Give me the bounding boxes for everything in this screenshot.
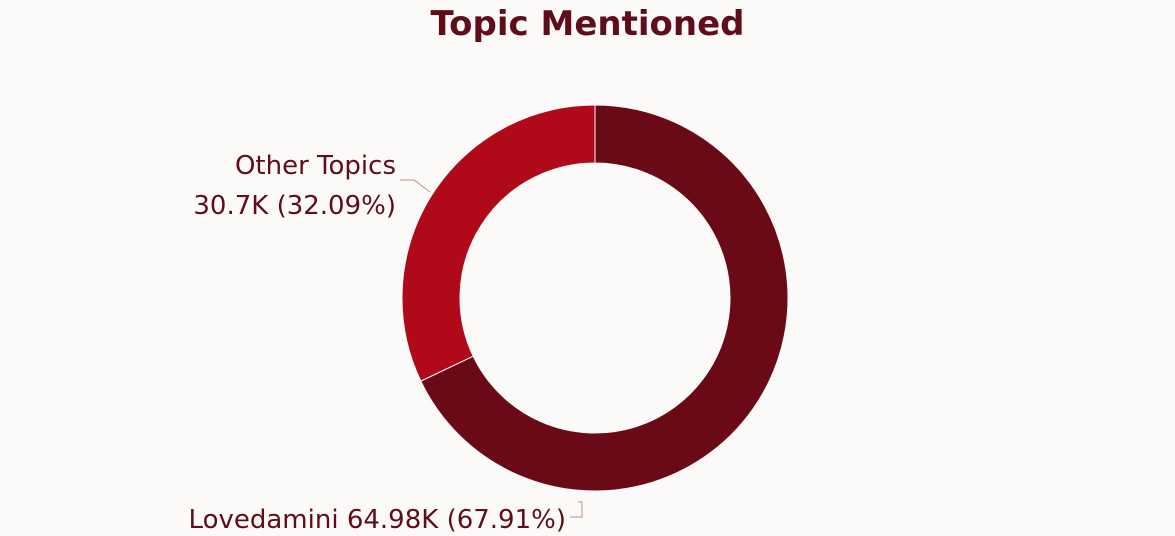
data-label-lovedamini: Lovedamini 64.98K (67.91%) (189, 505, 566, 535)
slices-group (401, 104, 789, 492)
slice-lovedamini[interactable] (420, 104, 789, 492)
data-label-other-topics-line-1: Other Topics (235, 151, 396, 181)
labels-group: Lovedamini 64.98K (67.91%) Other Topics 30… (189, 151, 566, 535)
data-label-other-topics-line-2: 30.7K (32.09%) (193, 191, 396, 221)
leader-line-lovedamini (570, 501, 583, 518)
leader-lines-group (400, 179, 583, 518)
slice-other-topics[interactable] (401, 104, 596, 382)
leader-line-other-topics (400, 179, 431, 193)
chart-title: Topic Mentioned (430, 4, 745, 44)
